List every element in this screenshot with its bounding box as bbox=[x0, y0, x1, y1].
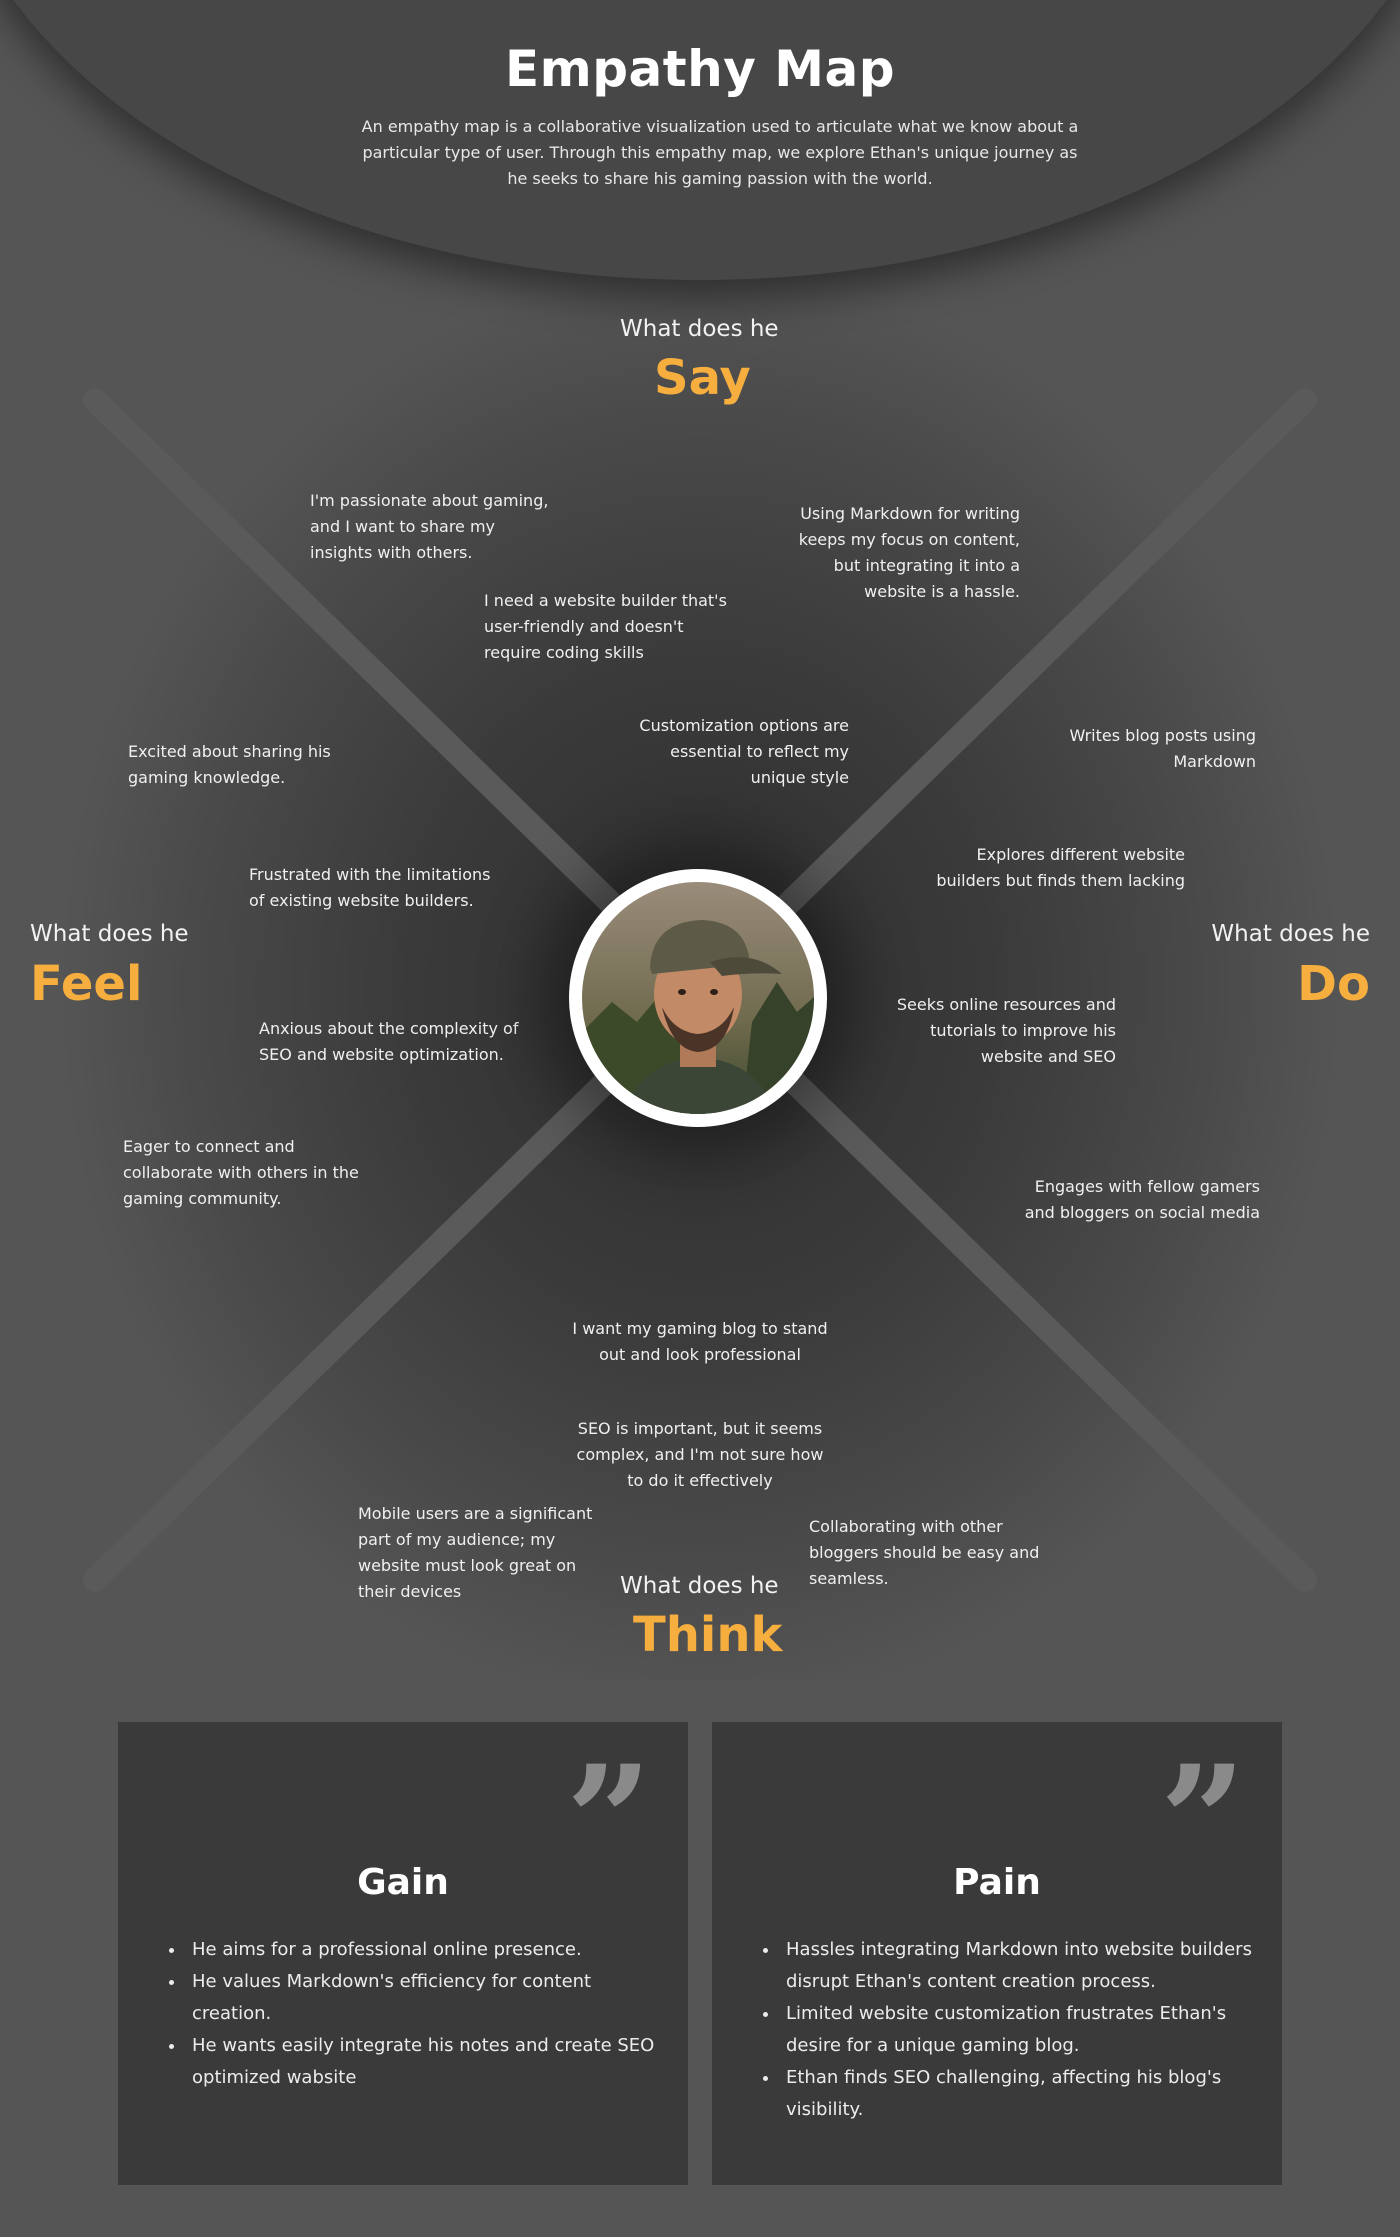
do-note: Explores different website builders but … bbox=[936, 845, 1185, 890]
feel-note: Eager to connect and collaborate with ot… bbox=[123, 1137, 359, 1208]
list-item: He wants easily integrate his notes and … bbox=[186, 2030, 666, 2094]
think-note: Collaborating with other bloggers should… bbox=[809, 1517, 1040, 1588]
list-item: Ethan finds SEO challenging, affecting h… bbox=[780, 2062, 1260, 2126]
avatar bbox=[569, 869, 827, 1127]
say-heading: Say bbox=[654, 350, 751, 406]
say-prefix: What does he bbox=[620, 316, 779, 342]
do-prefix: What does he bbox=[1211, 921, 1370, 947]
list-item: Limited website customization frustrates… bbox=[780, 1998, 1260, 2062]
pain-card: ” Pain Hassles integrating Markdown into… bbox=[712, 1722, 1282, 2185]
map-background bbox=[0, 0, 1400, 1680]
do-note: Seeks online resources and tutorials to … bbox=[896, 995, 1116, 1066]
do-heading: Do bbox=[1297, 956, 1370, 1012]
page-title: Empathy Map bbox=[504, 40, 896, 98]
think-heading: Think bbox=[633, 1607, 783, 1663]
say-note: I need a website builder that's user-fri… bbox=[484, 591, 727, 662]
gain-title: Gain bbox=[357, 1862, 449, 1903]
gain-list: He aims for a professional online presen… bbox=[168, 1934, 666, 2094]
do-note: Engages with fellow gamers and bloggers … bbox=[1024, 1177, 1260, 1222]
feel-prefix: What does he bbox=[30, 921, 189, 947]
do-note: Writes blog posts using Markdown bbox=[1069, 726, 1257, 771]
gain-card: ” Gain He aims for a professional online… bbox=[118, 1722, 688, 2185]
feel-heading: Feel bbox=[30, 956, 143, 1012]
pain-title: Pain bbox=[953, 1862, 1041, 1903]
intro-text: An empathy map is a collaborative visual… bbox=[361, 117, 1079, 188]
pain-list: Hassles integrating Markdown into websit… bbox=[762, 1934, 1260, 2126]
feel-note: Excited about sharing his gaming knowled… bbox=[128, 742, 331, 787]
feel-note: Frustrated with the limitations of exist… bbox=[249, 865, 491, 910]
list-item: He values Markdown's efficiency for cont… bbox=[186, 1966, 666, 2030]
say-note: I'm passionate about gaming, and I want … bbox=[310, 491, 549, 562]
think-note: Mobile users are a significant part of m… bbox=[358, 1504, 593, 1601]
feel-note: Anxious about the complexity of SEO and … bbox=[259, 1019, 519, 1064]
say-note: Customization options are essential to r… bbox=[639, 716, 849, 787]
user-photo bbox=[582, 882, 814, 1114]
list-item: Hassles integrating Markdown into websit… bbox=[780, 1934, 1260, 1998]
say-note: Using Markdown for writing keeps my focu… bbox=[798, 504, 1020, 601]
think-note: I want my gaming blog to stand out and l… bbox=[572, 1319, 828, 1364]
list-item: He aims for a professional online presen… bbox=[186, 1934, 666, 1966]
think-prefix: What does he bbox=[620, 1573, 779, 1599]
think-note: SEO is important, but it seems complex, … bbox=[576, 1419, 824, 1490]
quote-icon: ” bbox=[565, 1733, 652, 1909]
quote-icon: ” bbox=[1159, 1733, 1246, 1909]
